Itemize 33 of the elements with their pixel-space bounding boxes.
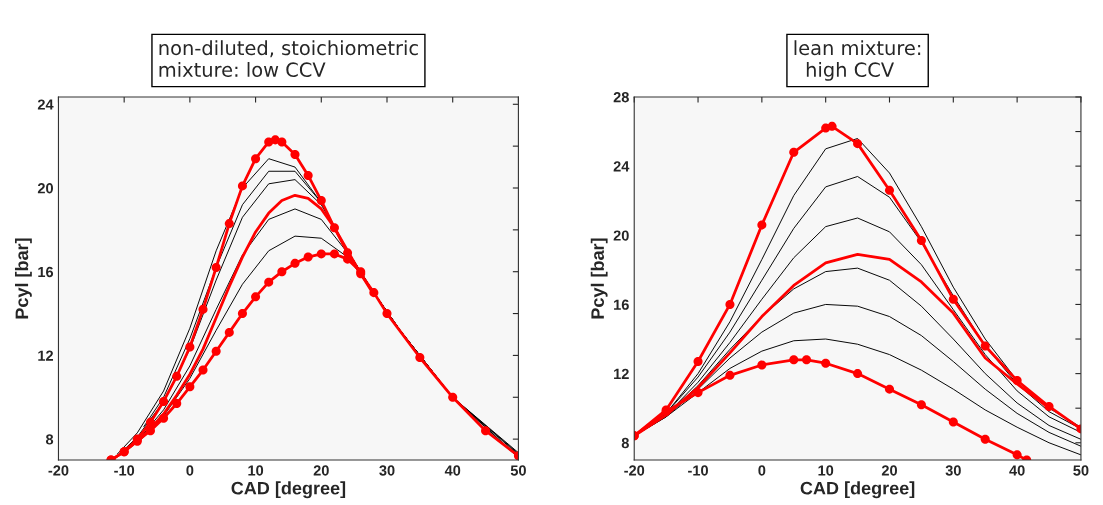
chart-title: lean mixture: high CCV <box>794 40 921 81</box>
y-tick-label: 12 <box>38 350 54 361</box>
y-tick-label: 28 <box>613 92 629 103</box>
x-tick-label: 30 <box>379 465 395 476</box>
x-tick-label: 0 <box>186 465 194 476</box>
x-tick-label: -20 <box>624 465 645 476</box>
x-tick-label: 50 <box>1073 465 1089 476</box>
x-tick-label: 50 <box>510 465 526 476</box>
y-tick-label: 12 <box>614 368 629 379</box>
y-tick-label: 24 <box>37 99 54 110</box>
x-tick-label: 10 <box>248 465 264 476</box>
x-tick-label: 20 <box>881 465 897 476</box>
y-axis-title: Pcyl [bar] <box>14 238 32 319</box>
y-tick-label: 16 <box>38 266 54 278</box>
x-axis-title: CAD [degree] <box>231 481 346 499</box>
y-tick-label: 16 <box>614 299 629 310</box>
x-tick-label: 30 <box>945 465 961 476</box>
x-tick-label: -10 <box>114 465 135 476</box>
x-tick-label: 0 <box>758 465 766 476</box>
chart-title: non-diluted, stoichiometric mixture: low CCV <box>159 40 418 78</box>
x-axis-title: CAD [degree] <box>800 481 915 499</box>
x-tick-label: 10 <box>818 465 834 476</box>
x-tick-label: 20 <box>313 465 329 476</box>
y-tick-label: 8 <box>45 434 54 445</box>
x-tick-label: -20 <box>48 465 69 476</box>
y-tick-label: 20 <box>37 183 53 194</box>
y-tick-label: 24 <box>613 161 630 172</box>
y-tick-label: 8 <box>621 437 629 449</box>
x-tick-label: 40 <box>1009 465 1025 476</box>
x-tick-label: 40 <box>444 465 461 476</box>
y-axis-title: Pcyl [bar] <box>590 238 608 319</box>
x-tick-label: -10 <box>688 465 708 476</box>
y-tick-label: 20 <box>613 230 629 241</box>
